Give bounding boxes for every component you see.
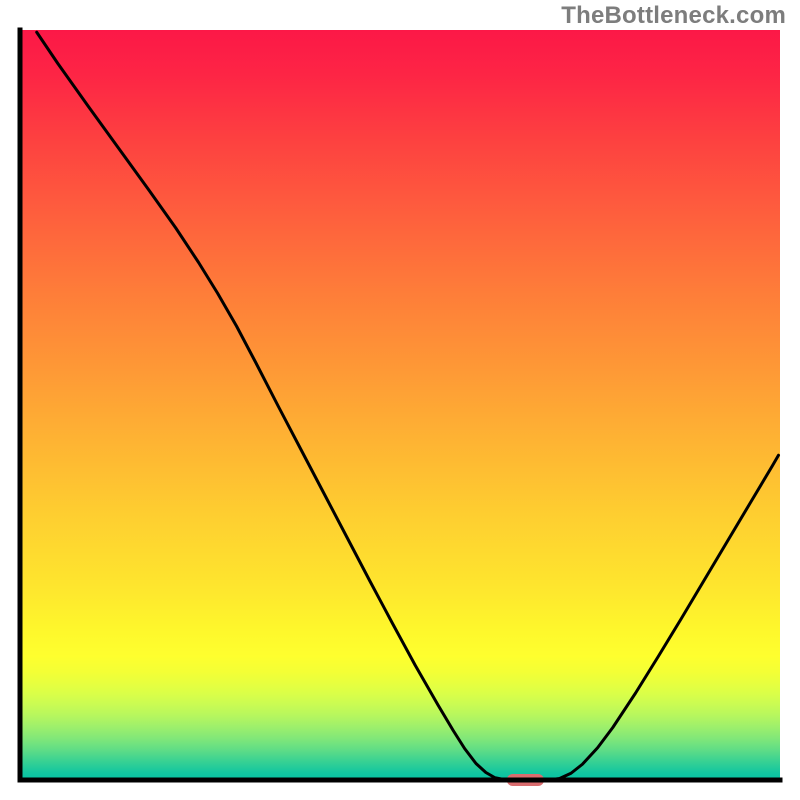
chart-background — [20, 30, 780, 780]
chart-root: { "watermark": { "text": "TheBottleneck.… — [0, 0, 800, 800]
watermark-text: TheBottleneck.com — [561, 2, 786, 30]
bottleneck-chart — [0, 0, 800, 800]
